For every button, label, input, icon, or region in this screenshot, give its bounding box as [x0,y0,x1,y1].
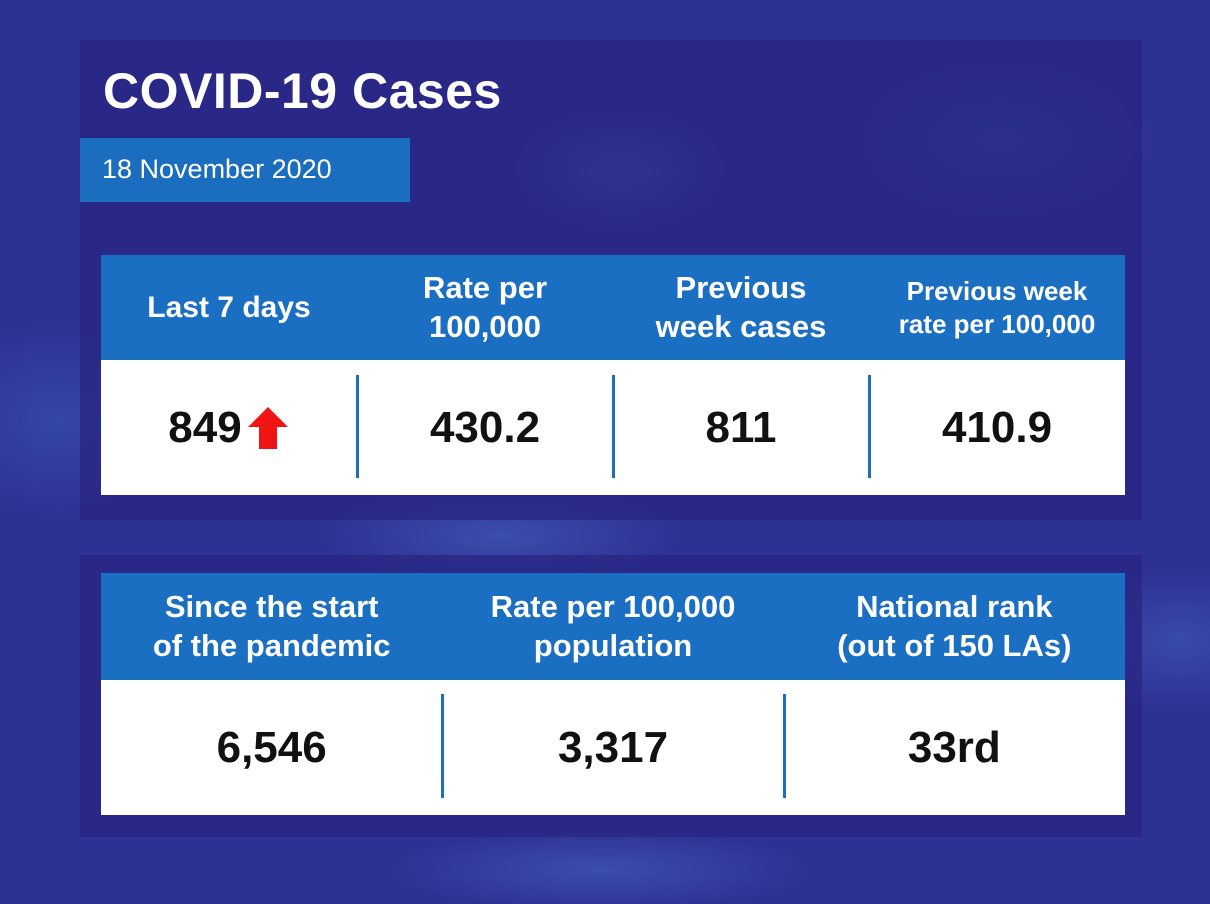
header-text: 100,000 [428,308,542,344]
header-cell: Rate per 100,000 [357,255,613,360]
value-cell: 811 [612,360,869,495]
weekly-table: Last 7 days Rate per 100,000 Previous week c… [101,255,1125,495]
value-text: 410.9 [941,402,1053,452]
value-row: 6,546 3,317 33rd [101,680,1125,815]
header-text: Rate per 100,000 [490,588,736,624]
divider [868,375,871,478]
value-cell: 6,546 [101,680,442,815]
total-table: Since the start of the pandemic Rate per 1… [101,573,1125,815]
header-text: population [533,627,693,663]
up-arrow [247,406,288,449]
value-cell: 410.9 [868,360,1125,495]
value-text: 849 [168,402,242,452]
date: 18 November 2020 [102,154,332,184]
header-text: Previous week [906,276,1088,306]
value-text: 3,317 [557,722,669,772]
header-cell: National rank (out of 150 LAs) [784,573,1125,680]
header-row: Last 7 days Rate per 100,000 Previous week c… [101,255,1125,360]
divider [356,375,359,478]
value-text: 33rd [907,722,1001,772]
divider [782,694,786,798]
value-text: 6,546 [216,722,327,772]
header-text: (out of 150 LAs) [837,627,1072,663]
header-cell: Previous week cases [613,255,869,360]
header-text: rate per 100,000 [898,308,1096,339]
value-text: 430.2 [429,402,541,452]
header-cell: Since the start of the pandemic [101,573,442,680]
header-text: week cases [655,308,827,344]
divider [612,375,615,478]
header-cell: Rate per 100,000 population [442,573,783,680]
header-text: Rate per [422,269,548,305]
header-row: Since the start of the pandemic Rate per 1… [101,573,1125,680]
header-text: Since the start [164,588,379,624]
header-text: Last 7 days [147,290,311,324]
value-row: 849 430.2 811 410.9 [101,360,1125,495]
value-cell: 3,317 [441,680,783,815]
value-text: 811 [705,402,777,452]
value-cell: 849 [101,360,357,495]
header-text: Previous [675,269,807,305]
value-cell: 430.2 [356,360,613,495]
header-text: National rank [856,588,1053,624]
date-box: 18 November 2020 [80,138,410,202]
header-cell: Previous week rate per 100,000 [869,255,1125,360]
title: COVID-19 Cases [103,63,502,119]
divider [441,694,445,798]
header-text: of the pandemic [152,627,391,663]
value-cell: 33rd [782,680,1125,815]
header-cell: Last 7 days [101,255,357,360]
